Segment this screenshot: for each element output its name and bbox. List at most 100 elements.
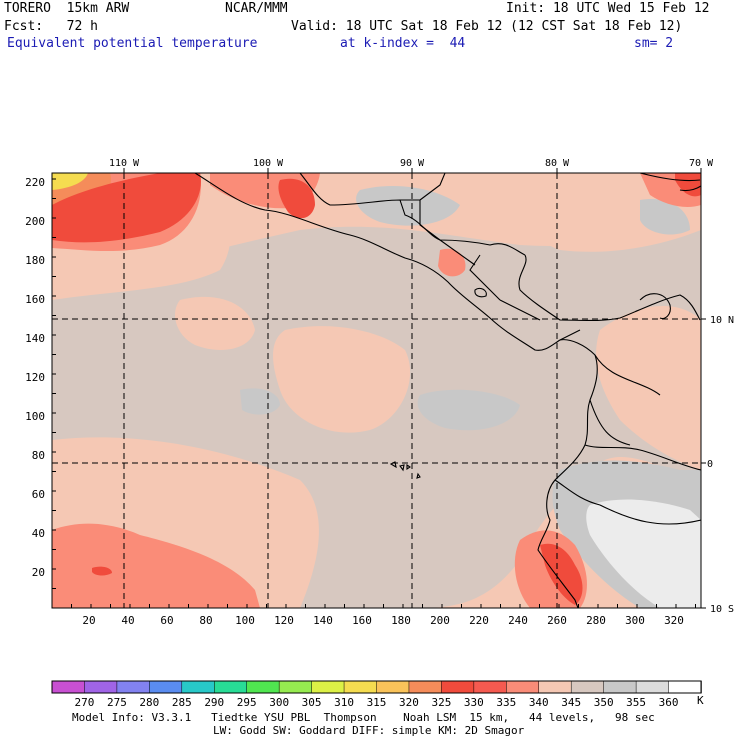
model-info-line1: Model Info: V3.3.1 Tiedtke YSU PBL Thomp…	[72, 711, 655, 724]
grid-x-20: 20	[82, 614, 95, 627]
lat-label-10n: 10 N	[710, 315, 734, 326]
colorbar-tick-label: 285	[171, 696, 192, 709]
field-330-sw-spot	[92, 566, 112, 576]
colorbar-frame	[51, 680, 702, 694]
level-index: at k-index = 44	[340, 36, 466, 51]
colorbar-tick-label: 295	[236, 696, 257, 709]
colorbar-cell	[506, 680, 540, 694]
colorbar-cell	[246, 680, 280, 694]
colorbar-tick-label: 305	[301, 696, 322, 709]
grid-x-80: 80	[199, 614, 212, 627]
field-355-patch-3	[356, 185, 460, 226]
colorbar-cell	[635, 680, 670, 694]
field-340-guatemala	[438, 248, 466, 277]
colorbar-tick-label: 270	[74, 696, 95, 709]
galapagos-islands	[389, 461, 421, 479]
grid-x-200: 200	[430, 614, 450, 627]
caribbean-coastline	[518, 254, 701, 322]
init-time: Init: 18 UTC Wed 15 Feb 12	[506, 1, 710, 16]
pacific-coastline	[194, 173, 598, 608]
field-330-caribbean-cell	[675, 173, 701, 197]
field-355-patch-2	[240, 388, 280, 415]
field-name: Equivalent potential temperature	[7, 36, 258, 51]
lon-label-70w: 70 W	[689, 158, 714, 169]
colorbar-tick-label: 320	[399, 696, 419, 709]
colorbar-tick-label: 345	[561, 696, 582, 709]
colorbar-tick-label: 350	[593, 696, 614, 709]
country-borders-south-america	[554, 354, 701, 525]
field-320-corner	[52, 173, 88, 190]
grid-y-180: 180	[25, 254, 45, 267]
colorbar-tick-label: 275	[106, 696, 127, 709]
field-345-west-pocket	[175, 296, 255, 350]
grid-x-140: 140	[313, 614, 333, 627]
lat-label-0: 0	[707, 459, 713, 470]
colorbar-tick-label: 300	[269, 696, 290, 709]
model-title: TORERO 15km ARW	[4, 1, 130, 16]
colorbar-cell	[84, 680, 118, 694]
grid-x-160: 160	[352, 614, 372, 627]
caribbean-islands	[639, 173, 701, 192]
grid-y-200: 200	[25, 215, 45, 228]
colorbar-cell	[51, 680, 86, 694]
lon-label-100w: 100 W	[253, 158, 284, 169]
grid-x-60: 60	[160, 614, 173, 627]
colorbar-cell	[311, 680, 345, 694]
lat-label-10s: 10 S	[710, 604, 734, 615]
field-330-northwest-band	[52, 173, 201, 243]
grid-x-40: 40	[121, 614, 134, 627]
grid-x-280: 280	[586, 614, 606, 627]
grid-y-40: 40	[32, 527, 45, 540]
field-345-center-pocket	[273, 326, 411, 433]
field-360-andes	[586, 499, 701, 608]
colorbar-cell	[668, 680, 702, 694]
grid-y-160: 160	[25, 293, 45, 306]
grid-y-100: 100	[25, 410, 45, 423]
colorbar-tick-label: 315	[366, 696, 387, 709]
grid-x-320: 320	[664, 614, 684, 627]
field-355-patch-4	[640, 199, 690, 235]
grid-ticks	[52, 168, 706, 609]
colorbar-cell	[408, 680, 443, 694]
valid-time: Valid: 18 UTC Sat 18 Feb 12 (12 CST Sat …	[291, 19, 683, 34]
grid-y-60: 60	[32, 488, 45, 501]
colorbar-tick-label: 355	[626, 696, 647, 709]
field-355-patch-1	[417, 389, 520, 431]
field-330-mexico-cell	[278, 178, 315, 219]
colorbar-cell	[343, 680, 378, 694]
colorbar-units: K	[697, 694, 704, 707]
country-borders-central-america	[400, 173, 581, 341]
lake-nicaragua	[474, 287, 487, 298]
forecast-hour: Fcst: 72 h	[4, 19, 98, 34]
field-330-peru-cell	[540, 543, 583, 605]
colorbar-cell	[149, 680, 183, 694]
colorbar-tick-label: 325	[431, 696, 452, 709]
colorbar-cell	[214, 680, 248, 694]
grid-y-120: 120	[25, 371, 45, 384]
colorbar	[51, 680, 702, 694]
colorbar-tick-label: 290	[204, 696, 225, 709]
colorbar-cell	[603, 680, 637, 694]
colorbar-cell	[538, 680, 572, 694]
grid-x-220: 220	[469, 614, 489, 627]
grid-y-220: 220	[25, 176, 45, 189]
smoothing-label: sm= 2	[634, 36, 674, 51]
field-340-southwest	[52, 523, 260, 608]
lon-label-110w: 110 W	[109, 158, 140, 169]
colorbar-cell	[116, 680, 151, 694]
grid-y-140: 140	[25, 332, 45, 345]
colorbar-tick-label: 310	[334, 696, 354, 709]
colorbar-cell	[181, 680, 216, 694]
colorbar-tick-label: 335	[496, 696, 517, 709]
colorbar-cell	[278, 680, 313, 694]
colorbar-tick-label: 360	[658, 696, 679, 709]
grid-x-180: 180	[391, 614, 411, 627]
colorbar-cell	[376, 680, 410, 694]
lon-label-90w: 90 W	[400, 158, 425, 169]
grid-x-240: 240	[508, 614, 528, 627]
colorbar-tick-label: 340	[528, 696, 549, 709]
colorbar-cell	[441, 680, 475, 694]
grid-x-100: 100	[235, 614, 255, 627]
model-info-line2: LW: Godd SW: Goddard DIFF: simple KM: 2D…	[213, 724, 525, 737]
